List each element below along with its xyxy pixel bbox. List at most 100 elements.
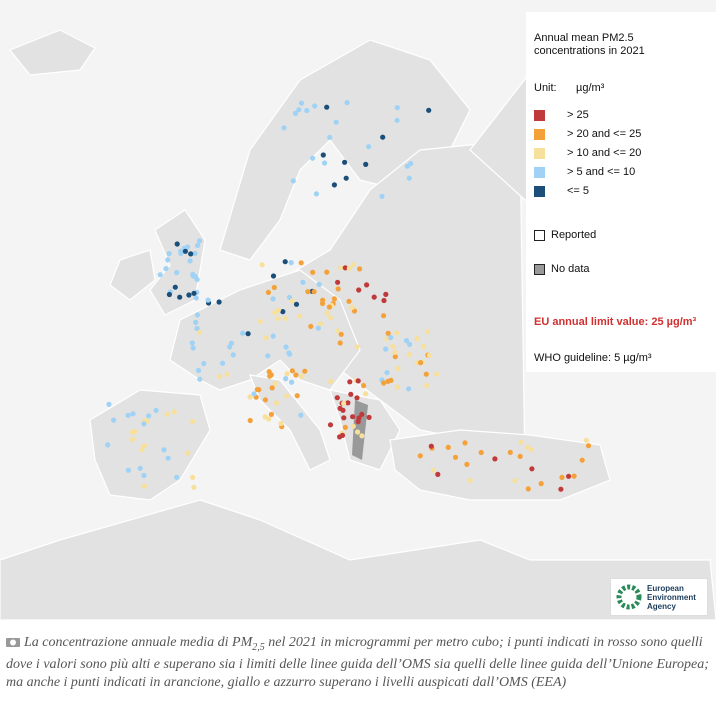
station-dot (341, 415, 347, 421)
station-dot (346, 298, 352, 304)
station-dot (266, 369, 272, 375)
station-dot (357, 266, 363, 272)
swatch (534, 128, 545, 140)
swatch (534, 185, 545, 197)
station-dot (383, 346, 389, 352)
station-dot (191, 290, 197, 296)
station-dot (270, 273, 277, 279)
station-dot (287, 351, 293, 357)
station-dot (308, 323, 314, 329)
station-dot (430, 467, 436, 473)
station-dot (137, 465, 143, 471)
station-dot (302, 368, 308, 374)
station-dot (404, 163, 410, 169)
logo-line: Environment (647, 592, 696, 602)
station-dot (366, 414, 372, 420)
station-dot (583, 437, 590, 443)
station-dot (363, 391, 369, 397)
station-dot (395, 365, 401, 372)
legend: Annual mean PM2.5 concentrations in 2021… (526, 12, 716, 372)
station-dot (141, 483, 147, 489)
station-dot (187, 258, 193, 264)
station-dot (350, 423, 356, 429)
station-dot (284, 393, 290, 399)
station-dot (414, 336, 420, 342)
station-dot (174, 269, 180, 276)
station-dot (130, 411, 136, 417)
legend-row: No data (534, 262, 590, 276)
station-dot (420, 343, 427, 349)
station-dot (310, 155, 316, 161)
station-dot (305, 289, 311, 295)
station-dot (385, 330, 391, 336)
station-dot (220, 360, 226, 366)
who-guideline: WHO guideline: 5 µg/m³ (534, 352, 652, 364)
station-dot (337, 340, 343, 346)
station-dot (355, 429, 361, 435)
station-dot (322, 160, 328, 166)
station-dot (111, 417, 117, 423)
station-dot (324, 310, 330, 316)
station-dot (194, 276, 200, 283)
station-dot (492, 456, 498, 462)
station-dot (283, 376, 289, 382)
unit-label: Unit: (534, 82, 557, 94)
station-dot (334, 328, 340, 334)
station-dot (571, 473, 577, 479)
station-dot (467, 477, 473, 484)
station-dot (304, 107, 310, 114)
station-dot (339, 432, 346, 438)
station-dot (259, 262, 265, 268)
station-dot (141, 472, 147, 479)
station-dot (394, 384, 401, 390)
station-dot (165, 257, 171, 263)
station-dot (193, 295, 199, 301)
station-dot (178, 248, 184, 254)
station-dot (538, 481, 544, 487)
station-dot (284, 371, 290, 377)
station-dot (283, 344, 289, 350)
station-dot (334, 395, 340, 401)
station-dot (224, 371, 230, 377)
station-dot (299, 373, 305, 379)
station-dot (364, 282, 370, 288)
station-dot (298, 260, 304, 266)
station-dot (240, 330, 246, 336)
station-dot (518, 439, 524, 445)
caption-text: nel 2021 in microgrammi per metro cubo; … (6, 635, 709, 690)
station-dot (228, 340, 235, 346)
station-dot (326, 304, 332, 310)
station-dot (292, 110, 299, 116)
station-dot (434, 371, 440, 377)
station-dot (153, 407, 159, 413)
logo-icon (616, 584, 642, 610)
station-dot (324, 104, 330, 110)
station-dot (327, 422, 334, 428)
station-dot (289, 298, 295, 304)
legend-row: > 5 and <= 10 (534, 165, 635, 179)
station-dot (579, 457, 585, 463)
station-dot (245, 331, 251, 337)
station-dot (406, 386, 412, 392)
station-dot (163, 266, 169, 272)
station-dot (341, 400, 347, 406)
station-dot (141, 421, 147, 427)
station-dot (342, 159, 348, 165)
station-dot (194, 312, 201, 318)
station-dot (344, 100, 350, 106)
station-dot (166, 251, 172, 257)
station-dot (278, 420, 284, 426)
station-dot (281, 125, 287, 131)
station-dot (106, 401, 112, 407)
station-dot (418, 360, 424, 366)
station-dot (269, 385, 275, 391)
station-dot (139, 446, 145, 453)
station-dot (350, 262, 356, 268)
legend-row: > 20 and <= 25 (534, 127, 641, 141)
station-dot (157, 272, 163, 278)
station-dot (298, 100, 305, 106)
station-dot (230, 352, 236, 358)
station-dot (383, 291, 389, 297)
station-dot (282, 259, 288, 265)
legend-row: Reported (534, 228, 596, 242)
